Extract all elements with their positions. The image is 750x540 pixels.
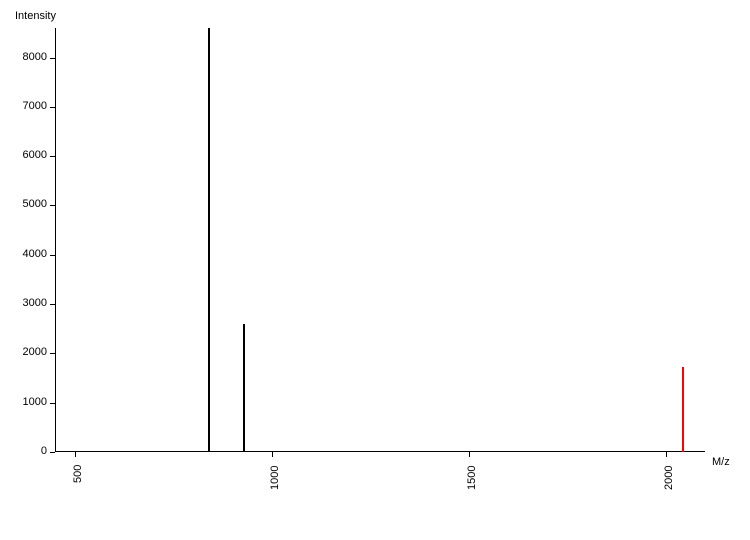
y-tick-label: 8000 bbox=[7, 51, 47, 63]
y-tick bbox=[50, 403, 55, 404]
x-tick-label: 1000 bbox=[269, 466, 281, 490]
x-tick bbox=[272, 452, 273, 457]
x-tick bbox=[666, 452, 667, 457]
y-tick bbox=[50, 353, 55, 354]
y-tick-label: 4000 bbox=[7, 248, 47, 260]
x-tick-label: 1500 bbox=[466, 466, 478, 490]
y-tick bbox=[50, 58, 55, 59]
y-tick-label: 0 bbox=[7, 445, 47, 457]
y-tick-label: 5000 bbox=[7, 198, 47, 210]
y-tick-label: 2000 bbox=[7, 346, 47, 358]
y-tick bbox=[50, 452, 55, 453]
x-tick-label: 500 bbox=[72, 465, 84, 483]
y-tick bbox=[50, 304, 55, 305]
y-tick bbox=[50, 255, 55, 256]
spectrum-peak bbox=[243, 324, 245, 452]
mass-spectrum-chart: Intensity M/z 0 1000 2000 3000 4000 5000 6000 7… bbox=[0, 0, 750, 540]
x-axis-title: M/z bbox=[712, 456, 730, 468]
spectrum-peak bbox=[682, 367, 684, 452]
y-tick bbox=[50, 107, 55, 108]
x-tick bbox=[75, 452, 76, 457]
y-tick-label: 3000 bbox=[7, 297, 47, 309]
y-tick bbox=[50, 156, 55, 157]
y-tick-label: 6000 bbox=[7, 149, 47, 161]
y-tick-label: 7000 bbox=[7, 100, 47, 112]
x-tick bbox=[469, 452, 470, 457]
plot-area bbox=[55, 28, 705, 452]
y-tick bbox=[50, 205, 55, 206]
spectrum-peak bbox=[208, 28, 210, 452]
y-axis-title: Intensity bbox=[15, 10, 56, 22]
y-tick-label: 1000 bbox=[7, 396, 47, 408]
x-tick-label: 2000 bbox=[663, 466, 675, 490]
